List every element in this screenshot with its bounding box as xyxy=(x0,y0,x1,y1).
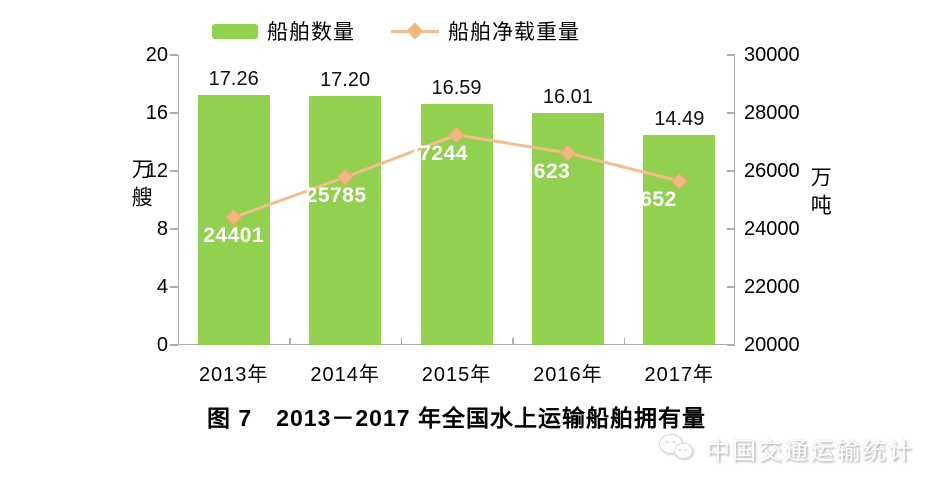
x-axis-boundary-tick xyxy=(623,338,626,345)
left-axis-tick-label: 20 xyxy=(145,44,168,66)
watermark: 中国交通运输统计 xyxy=(659,432,914,465)
legend-diamond-icon xyxy=(406,22,424,39)
bar-value-label: 17.20 xyxy=(320,68,371,91)
left-axis-tick xyxy=(170,170,178,172)
diamond-marker-icon xyxy=(670,172,689,190)
x-axis-label: 2014年 xyxy=(310,364,380,386)
x-axis-boundary-tick xyxy=(400,338,403,345)
right-axis-tick-label: 20000 xyxy=(744,334,800,356)
legend-bar-swatch-icon xyxy=(212,23,258,39)
line-value-label: 27244 xyxy=(407,141,468,165)
right-axis-unit-label: 万吨 xyxy=(808,166,832,222)
x-axis-label: 2015年 xyxy=(421,364,492,386)
diamond-marker-icon xyxy=(447,126,466,144)
right-axis-tick xyxy=(727,228,735,230)
right-axis-tick-label: 30000 xyxy=(744,44,800,66)
x-axis-label: 2013年 xyxy=(198,364,269,386)
left-axis-tick xyxy=(170,228,178,230)
bar-value-label: 14.49 xyxy=(654,107,705,130)
line-value-label: 26623 xyxy=(509,159,571,183)
right-axis-tick-label: 26000 xyxy=(744,160,800,182)
chart-title: 图 7 2013－2017 年全国水上运输船舶拥有量 xyxy=(207,405,706,431)
wechat-logo-icon xyxy=(659,433,697,463)
left-axis-tick xyxy=(170,112,178,114)
left-axis-tick-label: 8 xyxy=(156,218,168,240)
right-axis-tick xyxy=(727,170,735,172)
x-axis-boundary-tick xyxy=(289,338,291,345)
x-axis-label: 2017年 xyxy=(644,364,715,386)
legend-bar-series-label: 船舶数量 xyxy=(267,21,355,44)
legend-line-series-label: 船舶净载重量 xyxy=(448,21,580,44)
right-axis-tick xyxy=(727,344,735,346)
right-axis-tick-label: 28000 xyxy=(744,102,800,124)
line-series xyxy=(224,126,689,227)
bar-value-label: 16.01 xyxy=(542,85,593,108)
right-axis-tick xyxy=(727,112,735,114)
left-axis-tick-label: 4 xyxy=(156,276,168,298)
bar xyxy=(309,95,382,345)
right-axis-tick-label: 22000 xyxy=(744,276,800,298)
bar-value-label: 17.26 xyxy=(208,67,259,90)
left-axis-tick-label: 0 xyxy=(156,334,168,356)
line-value-label: 25785 xyxy=(305,184,367,208)
left-axis-tick xyxy=(170,54,178,56)
left-axis-tick-label: 12 xyxy=(145,160,168,182)
left-axis-unit-label: 万艘 xyxy=(129,158,153,214)
line-value-label: 24401 xyxy=(203,224,265,248)
line-value-label: 25652 xyxy=(615,188,677,212)
watermark-text: 中国交通运输统计 xyxy=(706,437,914,465)
x-axis-boundary-tick xyxy=(512,338,514,345)
bar xyxy=(643,134,716,345)
diamond-marker-icon xyxy=(224,208,243,227)
right-axis-tick xyxy=(727,54,735,56)
left-axis-tick xyxy=(170,286,178,288)
legend: 船舶数量 船舶净载重量 xyxy=(212,18,580,44)
diamond-marker-icon xyxy=(336,168,354,186)
right-axis-tick xyxy=(727,286,735,288)
left-axis-tick-label: 16 xyxy=(145,102,168,124)
right-axis-tick-label: 24000 xyxy=(744,218,800,240)
diamond-marker-icon xyxy=(559,144,577,162)
left-axis-tick xyxy=(170,344,178,346)
bar-value-label: 16.59 xyxy=(431,77,482,100)
x-axis-label: 2016年 xyxy=(533,364,603,386)
legend-line-marker-icon xyxy=(391,22,439,39)
